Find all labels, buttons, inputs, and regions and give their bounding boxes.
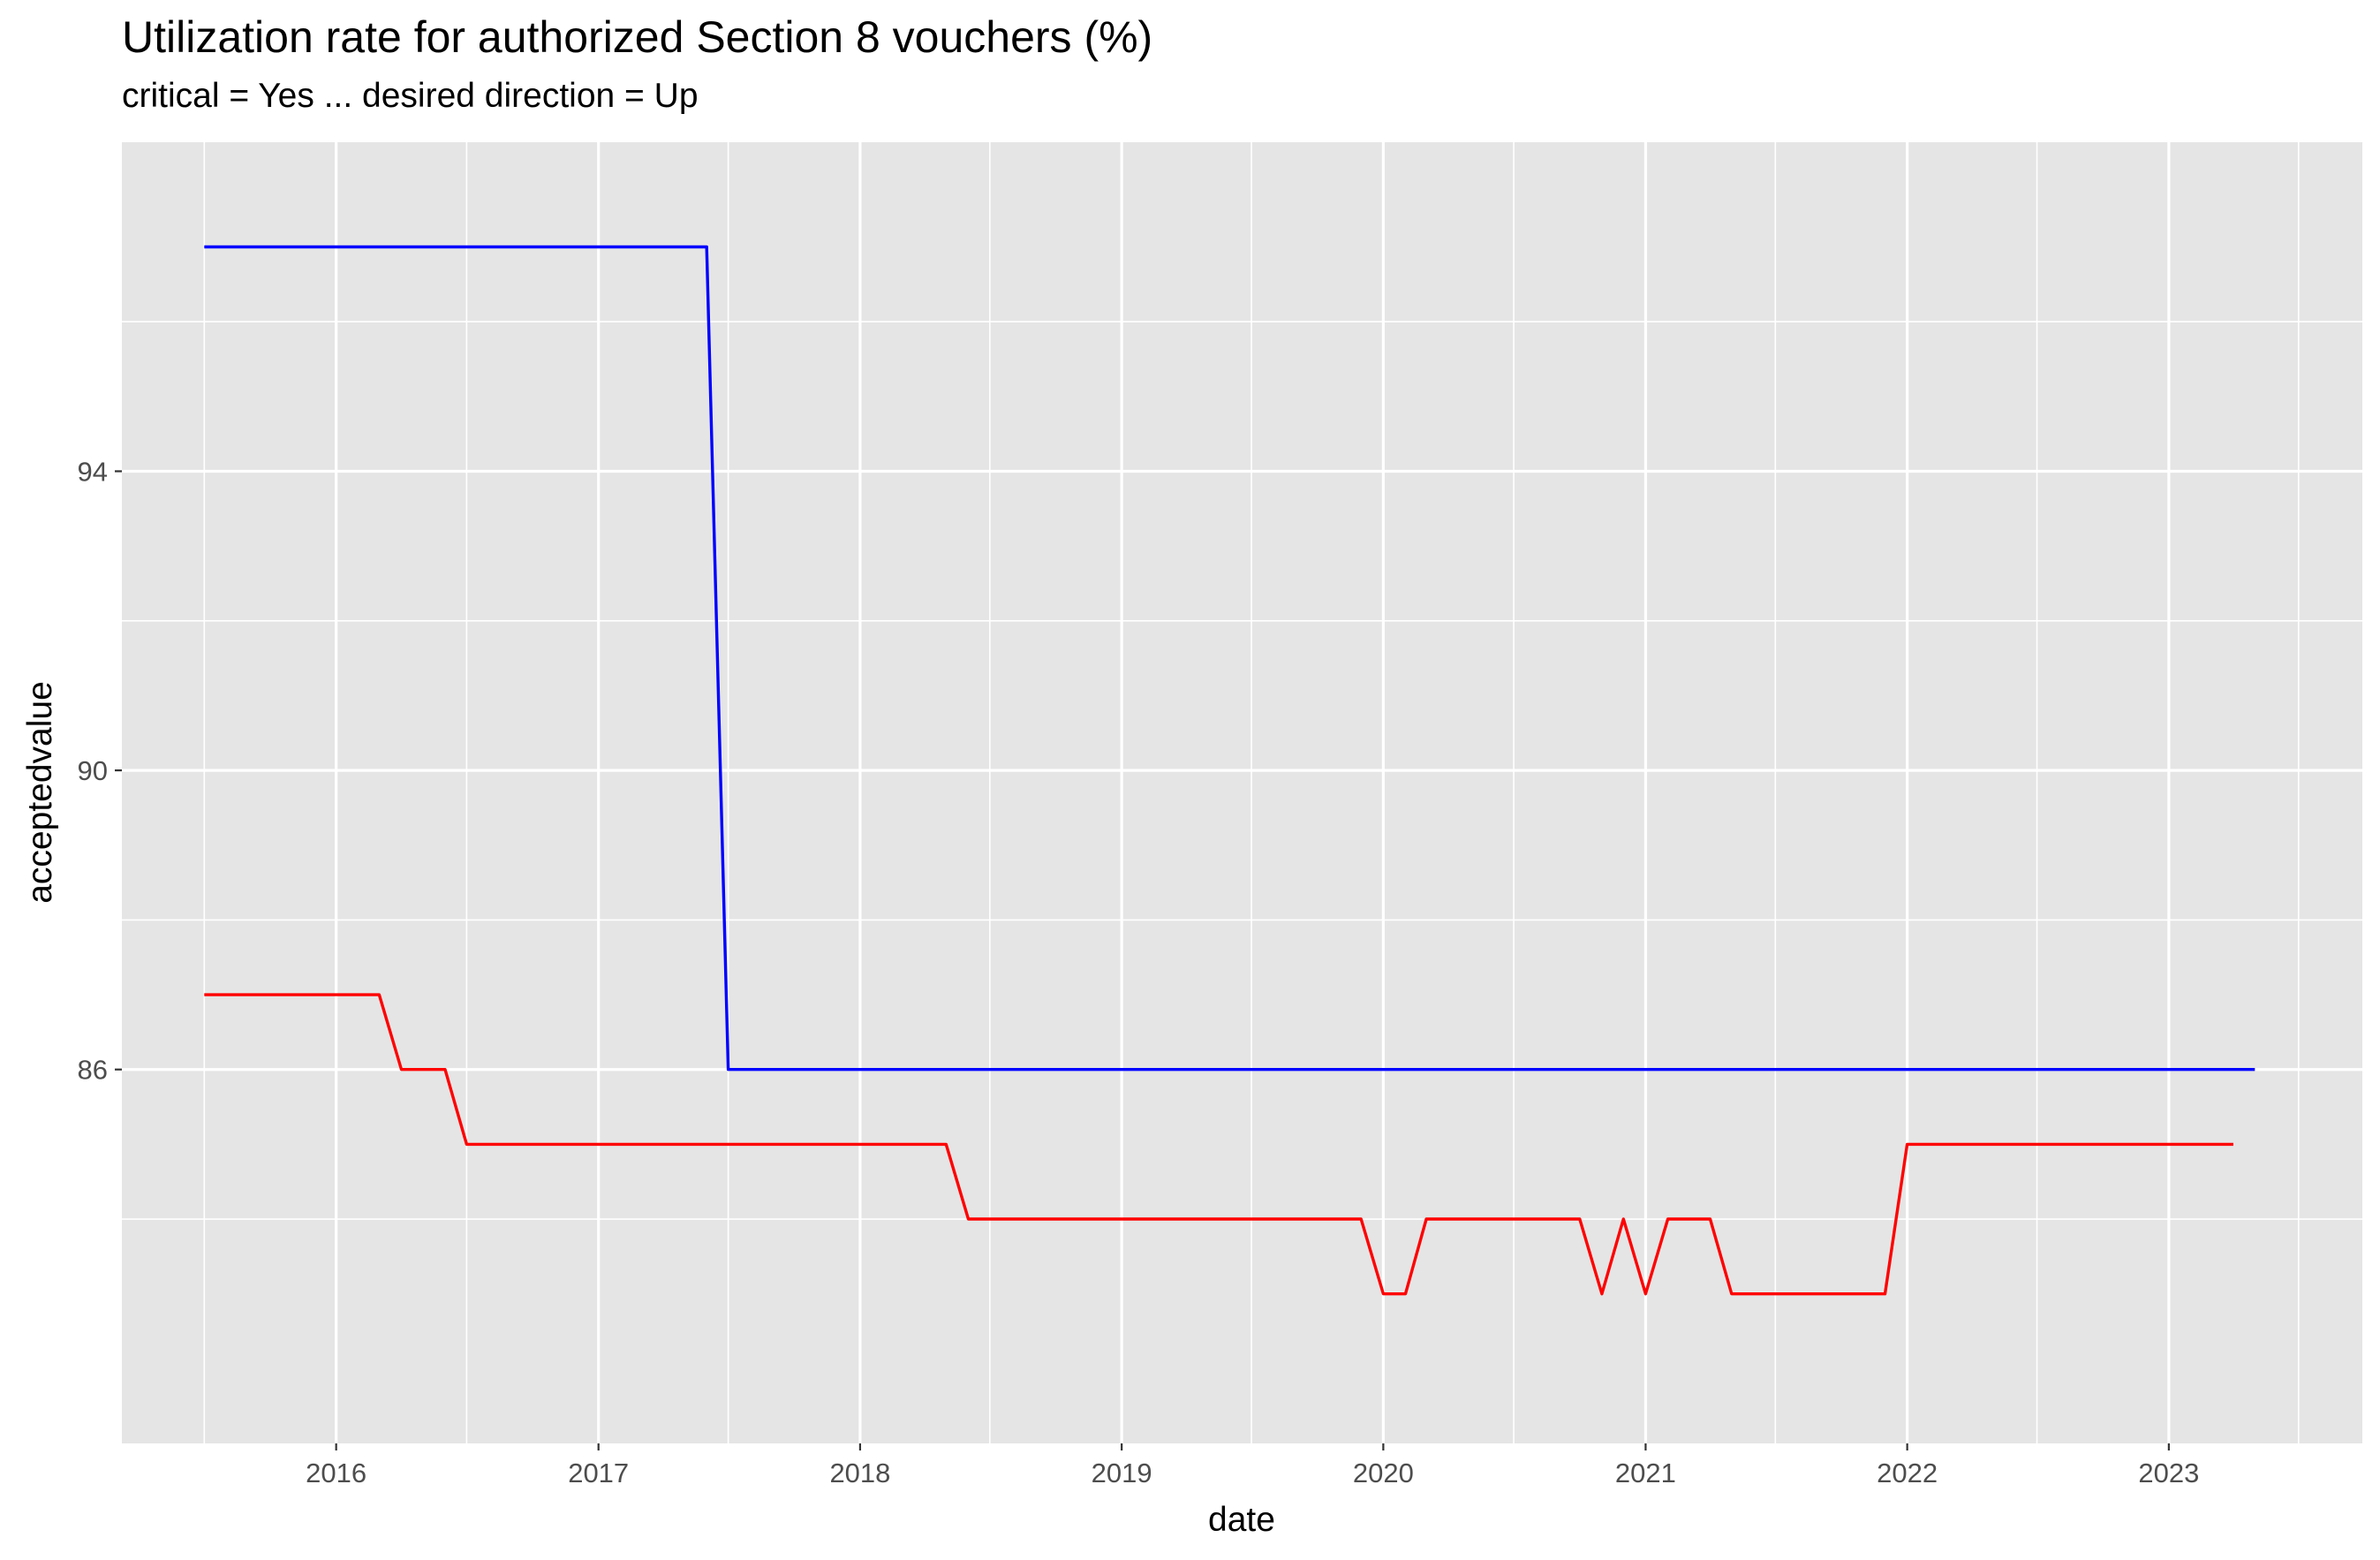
x-tick-label: 2016: [306, 1458, 366, 1488]
x-tick-label: 2020: [1353, 1458, 1414, 1488]
y-tick-label: 90: [78, 755, 108, 786]
x-tick-label: 2023: [2138, 1458, 2199, 1488]
series-line-2: [204, 993, 2233, 1296]
x-tick-labels: 2016 2017 2018 2019 2020 2021 2022 2023: [306, 1458, 2199, 1488]
y-axis-label: acceptedvalue: [21, 681, 59, 904]
series-line-1: [204, 245, 2255, 1072]
grid-minor: [122, 142, 2362, 1443]
x-tick-label: 2021: [1615, 1458, 1676, 1488]
chart-title: Utilization rate for authorized Section …: [122, 12, 1153, 62]
x-tick-label: 2017: [568, 1458, 629, 1488]
x-tick-label: 2018: [829, 1458, 890, 1488]
plot-panel: [122, 142, 2362, 1443]
series-layer: [204, 245, 2255, 1296]
x-axis-label: date: [1208, 1501, 1275, 1539]
y-tick-label: 94: [78, 456, 108, 487]
y-tick-label: 86: [78, 1055, 108, 1086]
axis-ticks: [115, 470, 2170, 1450]
x-tick-label: 2019: [1092, 1458, 1152, 1488]
y-tick-labels: 86 90 94: [78, 456, 108, 1085]
chart-subtitle: critical = Yes ... desired direction = U…: [122, 77, 699, 115]
x-tick-label: 2022: [1877, 1458, 1938, 1488]
grid-major: [122, 142, 2362, 1443]
